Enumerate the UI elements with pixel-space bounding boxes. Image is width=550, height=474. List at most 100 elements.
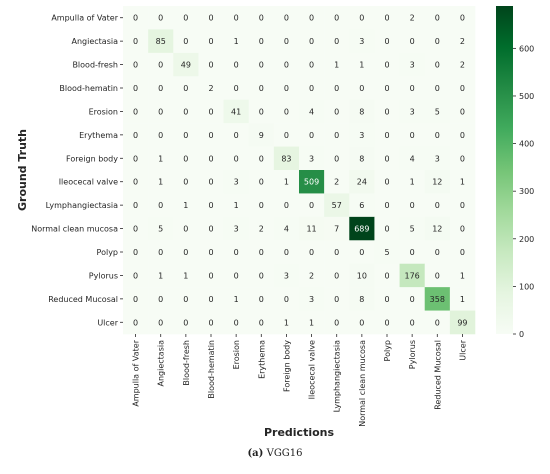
cell-value-label: 12 <box>432 225 442 234</box>
heatmap-cell <box>399 193 426 218</box>
cell-value-label: 176 <box>405 271 420 280</box>
cell-value-label: 0 <box>359 84 364 93</box>
cell-value-label: 0 <box>284 14 289 23</box>
cell-value-label: 0 <box>284 131 289 140</box>
x-tick-label: Foreign body <box>282 340 291 392</box>
cell-value-label: 2 <box>259 225 264 234</box>
cell-value-label: 0 <box>460 107 465 116</box>
heatmap-cell <box>374 52 400 77</box>
colorbar-tick-label: 0 <box>519 330 524 339</box>
heatmap-cell <box>123 52 149 77</box>
heatmap-cell <box>223 287 250 311</box>
cell-value-label: 509 <box>304 178 319 187</box>
heatmap-cell <box>123 310 149 335</box>
heatmap-cell <box>248 263 275 288</box>
cell-value-label: 0 <box>460 14 465 23</box>
heatmap-cell <box>173 52 199 77</box>
cell-value-label: 0 <box>410 37 415 46</box>
cell-value-label: 0 <box>284 37 289 46</box>
cell-value-label: 0 <box>334 14 339 23</box>
heatmap-cell <box>399 216 426 241</box>
cell-value-label: 0 <box>334 107 339 116</box>
heatmap-cell <box>148 6 174 30</box>
heatmap-cell <box>299 146 325 171</box>
heatmap-cell <box>299 6 325 30</box>
heatmap-cell <box>349 99 375 124</box>
heatmap-cell <box>248 193 275 218</box>
cell-value-label: 0 <box>384 178 389 187</box>
heatmap-cell <box>123 76 149 101</box>
y-tick-label: Blood-fresh <box>72 61 118 70</box>
heatmap-cell <box>273 170 300 194</box>
cell-value-label: 0 <box>384 154 389 163</box>
heatmap-cell <box>123 123 149 147</box>
cell-value-label: 0 <box>259 61 264 70</box>
cell-value-label: 7 <box>334 225 339 234</box>
cell-value-label: 0 <box>309 201 314 210</box>
heatmap-cell <box>198 99 224 124</box>
cell-value-label: 0 <box>435 14 440 23</box>
cell-value-label: 0 <box>384 61 389 70</box>
heatmap-cell <box>424 193 451 218</box>
heatmap-cell <box>449 52 476 77</box>
cell-value-label: 5 <box>384 248 389 257</box>
heatmap-cell <box>399 123 426 147</box>
cell-value-label: 0 <box>384 295 389 304</box>
heatmap-cell <box>299 310 325 335</box>
heatmap-cell <box>273 287 300 311</box>
heatmap-cell <box>399 170 426 194</box>
heatmap-cell <box>148 123 174 147</box>
colorbar-tick-label: 200 <box>519 235 534 244</box>
colorbar-ticks: 0 100 200 300 400 500 600 <box>513 44 534 339</box>
colorbar-tick-label: 300 <box>519 187 534 196</box>
heatmap-cell <box>273 263 300 288</box>
cell-value-label: 0 <box>334 295 339 304</box>
cell-value-label: 0 <box>208 61 213 70</box>
cell-value-label: 0 <box>259 295 264 304</box>
x-tick-label: Blood-fresh <box>182 340 191 386</box>
heatmap-cell <box>198 287 224 311</box>
cell-value-label: 0 <box>133 318 138 327</box>
cell-value-label: 0 <box>234 248 239 257</box>
x-tick-label: Ampulla of Vater <box>132 339 141 406</box>
heatmap-cell <box>374 99 400 124</box>
cell-value-label: 0 <box>259 14 264 23</box>
heatmap-cell <box>324 146 350 171</box>
cell-value-label: 0 <box>259 37 264 46</box>
heatmap-cell <box>198 263 224 288</box>
heatmap-cell <box>324 76 350 101</box>
cell-value-label: 0 <box>384 107 389 116</box>
heatmap-cell <box>148 146 174 171</box>
heatmap-cell <box>449 123 476 147</box>
y-tick-label: Erosion <box>89 107 118 116</box>
heatmap-cell <box>374 6 400 30</box>
cell-value-label: 0 <box>460 154 465 163</box>
cell-value-label: 4 <box>309 107 314 116</box>
cell-value-label: 1 <box>460 295 465 304</box>
heatmap-cell <box>123 216 149 241</box>
cell-value-label: 0 <box>359 318 364 327</box>
heatmap-cell <box>198 170 224 194</box>
colorbar-tick-label: 500 <box>519 92 534 101</box>
cell-value-label: 0 <box>284 248 289 257</box>
heatmap-cell <box>374 240 400 265</box>
cell-value-label: 0 <box>133 271 138 280</box>
heatmap-cell <box>273 193 300 218</box>
heatmap-cell <box>324 193 350 218</box>
heatmap-cell <box>173 170 199 194</box>
heatmap-cell <box>148 99 174 124</box>
cell-value-label: 0 <box>183 318 188 327</box>
heatmap-cell <box>374 76 400 101</box>
cell-value-label: 0 <box>133 178 138 187</box>
cell-value-label: 3 <box>284 271 289 280</box>
heatmap-cell <box>349 287 375 311</box>
heatmap-cell <box>374 123 400 147</box>
heatmap-cell <box>449 287 476 311</box>
heatmap-cell <box>123 240 149 265</box>
heatmap-cell <box>148 240 174 265</box>
y-tick-label: Polyp <box>97 248 118 257</box>
cell-value-label: 0 <box>133 84 138 93</box>
cell-value-label: 0 <box>259 84 264 93</box>
x-tick-label: Lymphangiectasia <box>333 340 342 412</box>
heatmap-cell <box>123 170 149 194</box>
